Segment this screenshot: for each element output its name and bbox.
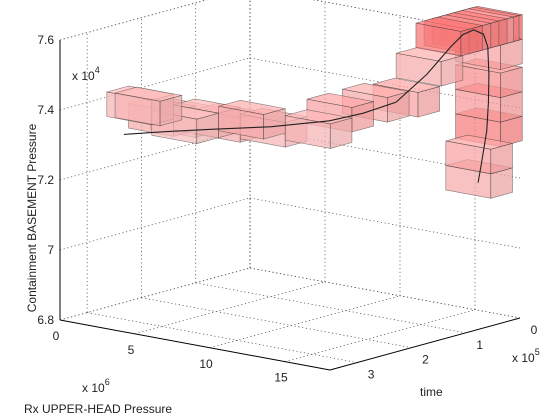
tick-label-layer: 0 5 10 15 0 1 2 3 6.8 7 7.2 7.4 7.6 [37,33,537,385]
cube-side-face [500,66,523,99]
y-multiplier: x 105 [512,347,540,365]
grid-line [249,267,521,319]
x-tick-label: 10 [199,357,213,371]
grid-line [59,0,208,41]
data-cube [114,86,183,127]
x-tick-label: 0 [53,329,60,343]
y-tick-label: 0 [531,323,538,337]
x-tick-label: 15 [274,371,288,385]
grid-line [249,197,521,249]
data-cube [445,134,513,175]
z-exponent: 4 [95,65,100,75]
grid-line [141,297,412,349]
data-cube [218,99,286,140]
cube-side-face [440,55,464,87]
z-tick-label: 7.4 [37,103,54,117]
y-tick-label: 3 [368,368,375,382]
x-multiplier: x 106 [82,377,110,395]
z-tick-label: 6.8 [37,313,54,327]
cube-side-face [329,117,353,149]
grid-line [59,267,251,321]
z-multiplier: x 104 [72,65,100,83]
data-cube [395,46,464,87]
z-axis-label: Containment BASEMENT Pressure [25,123,39,312]
x-axis-line [59,319,331,371]
axis-layer [59,40,521,371]
trajectory-line [123,29,490,183]
cube-layer [106,6,523,199]
grid-line [59,0,208,41]
cube-side-face [159,94,183,127]
y-axis-label: time [420,385,443,399]
grid-line [134,281,326,335]
cube-side-face [196,112,219,145]
cube-side-face [263,108,286,140]
z-tick-label: 7 [47,243,54,257]
cube-side-face [387,91,410,123]
x-exponent: 6 [105,377,110,387]
y-tick-label: 2 [422,353,429,367]
x-tick-label: 5 [128,343,135,357]
grid-line [59,197,251,251]
cube-side-face [417,86,441,118]
grid-line [59,57,251,111]
grid-line [87,312,358,363]
trajectory-layer [123,29,490,183]
grid-line [284,309,476,363]
grid-line [209,295,401,349]
x-axis-label: Rx UPPER-HEAD Pressure [24,402,172,416]
grid-line [195,282,466,334]
z-tick-label: 7.2 [37,173,54,187]
y-tick-label: 1 [476,338,483,352]
z-tick-label: 7.6 [37,33,54,47]
y-exponent: 5 [535,347,540,357]
y-axis-line [329,317,521,371]
cube-side-face [490,142,513,175]
